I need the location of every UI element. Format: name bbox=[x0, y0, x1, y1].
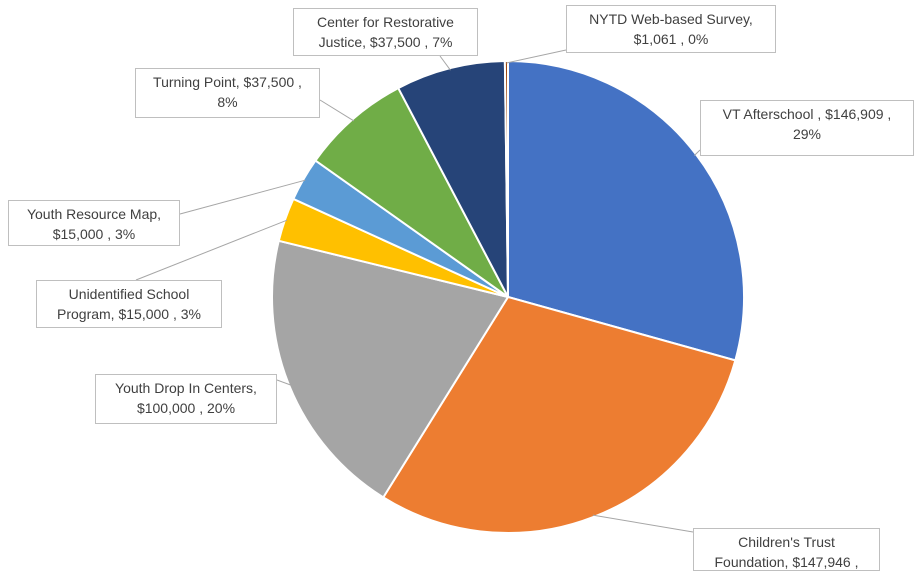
pie-slice bbox=[396, 60, 509, 298]
leader-line bbox=[276, 379, 292, 386]
data-label: Children's Trust Foundation, $147,946 , … bbox=[693, 528, 880, 571]
pie-slice bbox=[271, 239, 510, 499]
pie-slice bbox=[503, 59, 509, 298]
leader-line bbox=[179, 179, 306, 215]
data-label: Center for Restorative Justice, $37,500 … bbox=[293, 8, 478, 56]
pie-slice bbox=[314, 86, 509, 298]
data-label: VT Afterschool , $146,909 , 29% bbox=[700, 100, 914, 156]
leader-line bbox=[592, 514, 694, 533]
data-label: Turning Point, $37,500 , 8% bbox=[135, 68, 320, 118]
data-label: Youth Drop In Centers, $100,000 , 20% bbox=[95, 374, 277, 424]
leader-line bbox=[506, 49, 567, 64]
leader-line bbox=[439, 55, 451, 71]
data-label: NYTD Web-based Survey, $1,061 , 0% bbox=[566, 5, 776, 53]
leader-line bbox=[694, 149, 701, 156]
leader-line bbox=[135, 219, 288, 281]
leader-line bbox=[319, 99, 355, 122]
data-label: Youth Resource Map, $15,000 , 3% bbox=[8, 200, 180, 246]
data-label: Unidentified School Program, $15,000 , 3… bbox=[36, 280, 222, 328]
